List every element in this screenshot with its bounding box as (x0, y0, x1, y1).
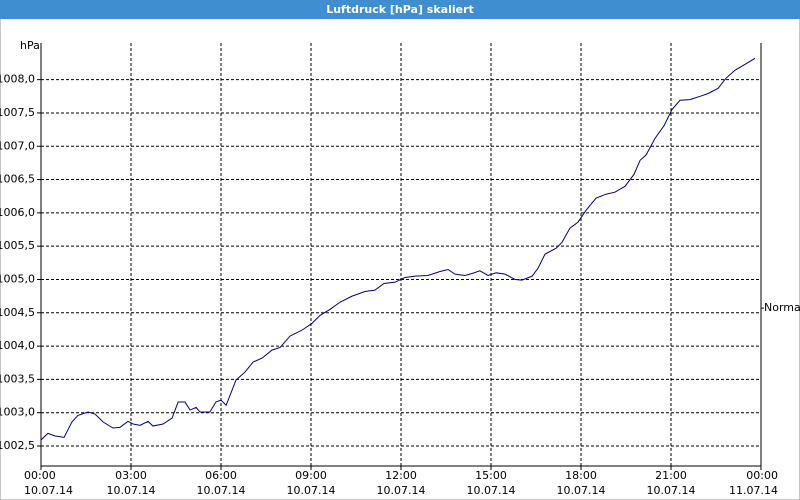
y-tick-label: 1002,5 (0, 439, 35, 452)
x-tick-label: 00:00 (746, 469, 778, 482)
y-tick-label: 1008,0 (0, 73, 35, 86)
chart-title: Luftdruck [hPa] skaliert (326, 3, 474, 16)
x-tick-label: 15:00 (475, 469, 507, 482)
y-tick-label: 1007,5 (0, 106, 35, 119)
y-tick-label: 1003,5 (0, 372, 35, 385)
y-unit: hPa (20, 39, 40, 52)
x-tick-label: 21:00 (655, 469, 687, 482)
x-tick-date: 10.07.14 (377, 484, 426, 497)
x-tick-date: 11.07.14 (729, 484, 778, 497)
x-tick-label: 09:00 (295, 469, 327, 482)
y-tick-label: 1006,5 (0, 173, 35, 186)
x-tick-label: 00:00 (24, 469, 56, 482)
x-tick-date: 10.07.14 (24, 484, 73, 497)
x-tick-date: 10.07.14 (467, 484, 516, 497)
y-tick-label: 1007,0 (0, 139, 35, 152)
y-tick-label: 1005,0 (0, 272, 35, 285)
x-tick-date: 10.07.14 (557, 484, 606, 497)
data-line (40, 57, 756, 441)
x-tick-date: 10.07.14 (287, 484, 336, 497)
x-tick-label: 18:00 (565, 469, 597, 482)
x-tick-date: 10.07.14 (107, 484, 156, 497)
title-bar (0, 0, 800, 19)
y-tick-label: 1006,0 (0, 206, 35, 219)
x-tick-label: 12:00 (385, 469, 417, 482)
y-tick-label: 1005,5 (0, 239, 35, 252)
reference-label: Normal (764, 301, 800, 314)
y-tick-label: 1004,5 (0, 306, 35, 319)
x-tick-date: 10.07.14 (197, 484, 246, 497)
y-tick-label: 1003,0 (0, 406, 35, 419)
x-tick-label: 03:00 (115, 469, 147, 482)
x-tick-label: 06:00 (205, 469, 237, 482)
x-tick-date: 10.07.14 (647, 484, 696, 497)
y-tick-label: 1004,0 (0, 339, 35, 352)
